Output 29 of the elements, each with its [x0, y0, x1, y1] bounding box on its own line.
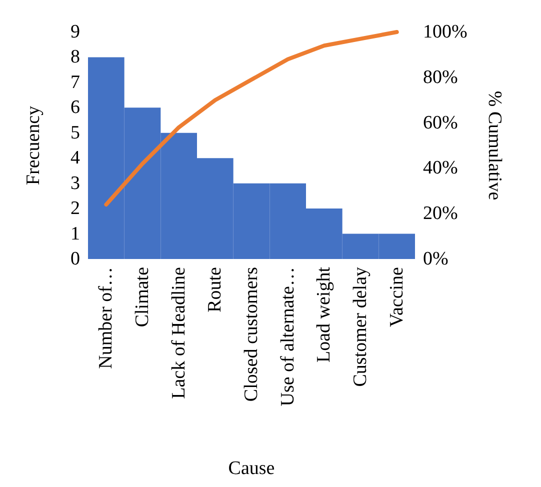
x-tick-label: Vaccine — [386, 267, 408, 328]
y2-tick-label: 40% — [423, 158, 458, 179]
y-tick-label: 3 — [70, 172, 80, 194]
y-tick-label: 0 — [70, 248, 80, 270]
x-tick-label: Closed customers — [241, 267, 262, 402]
x-tick-label: Climate — [132, 267, 153, 328]
y-tick-label: 6 — [70, 97, 80, 118]
x-tick-label: Lack of Headline — [168, 267, 190, 399]
x-tick-label: Route — [204, 267, 226, 312]
x-tick-label: Customer delay — [350, 266, 371, 387]
y-tick-label: 4 — [70, 148, 80, 169]
y2-tick-label: 0% — [423, 248, 448, 270]
y-tick-label: 2 — [70, 198, 80, 220]
y-axis-title: Frecuency — [23, 105, 44, 186]
line-series — [104, 30, 399, 207]
y-tick-label: 1 — [70, 223, 80, 244]
y-tick-label: 8 — [70, 46, 80, 68]
y2-tick-label: 100% — [423, 22, 468, 42]
y-tick-label: 7 — [70, 72, 80, 93]
y2-axis-title: % Cumulative — [484, 90, 505, 200]
y2-tick-label: 20% — [423, 203, 458, 224]
x-tick-label: Load weight — [314, 266, 335, 363]
x-axis-title: Cause — [228, 458, 275, 479]
y-tick-label: 9 — [70, 22, 80, 42]
y-tick-label: 5 — [70, 122, 80, 144]
y2-tick-label: 80% — [423, 66, 458, 88]
x-tick-label: Use of alternate… — [277, 267, 298, 406]
x-tick-label: Number of… — [96, 267, 117, 369]
y2-tick-label: 60% — [423, 112, 458, 134]
